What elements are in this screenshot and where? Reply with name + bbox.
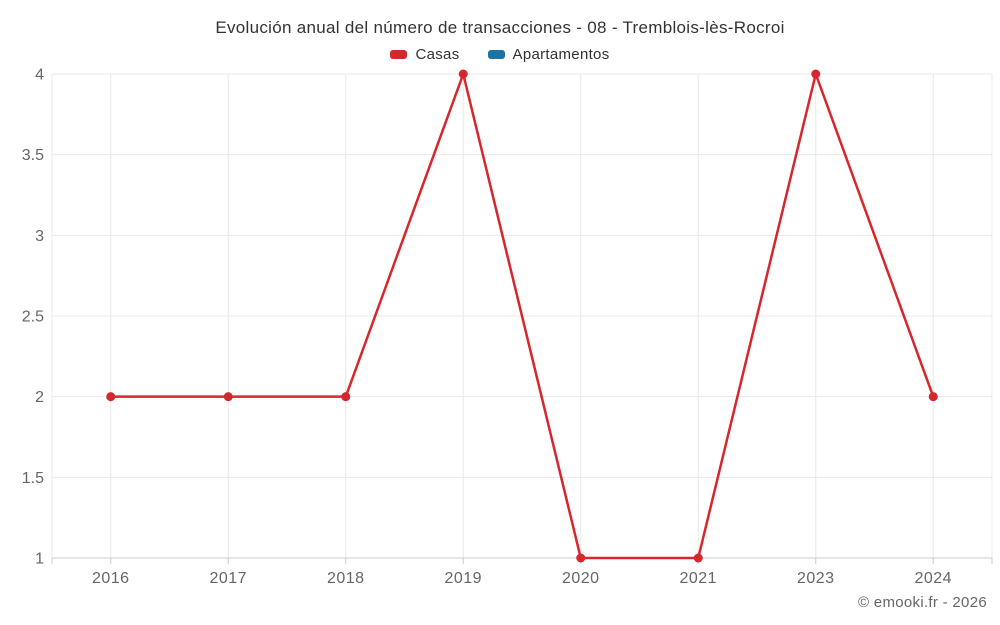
- y-tick-label: 3.5: [22, 147, 44, 164]
- casas-legend-label: Casas: [415, 46, 460, 63]
- data-point-casas: [693, 553, 703, 563]
- series-line-casas: [109, 72, 935, 560]
- data-point-casas: [928, 392, 938, 402]
- legend-item-casas[interactable]: Casas: [390, 46, 459, 63]
- y-tick-label: 2: [35, 389, 44, 406]
- legend-item-apartamentos[interactable]: Apartamentos: [487, 46, 610, 63]
- x-tick-label: 2016: [92, 570, 130, 587]
- apartamentos-legend-swatch-icon: [487, 50, 505, 59]
- data-point-casas: [106, 392, 116, 402]
- data-point-casas: [576, 553, 586, 563]
- x-tick-label: 2020: [562, 570, 600, 587]
- data-point-casas: [458, 69, 468, 79]
- data-point-casas: [341, 392, 351, 402]
- x-tick-label: 2024: [914, 570, 952, 587]
- x-tick-label: 2017: [209, 570, 247, 587]
- chart-legend: Casas Apartamentos: [0, 46, 1000, 63]
- x-tick-label: 2018: [327, 570, 365, 587]
- data-point-casas: [811, 69, 821, 79]
- x-tick-label: 2019: [444, 570, 482, 587]
- y-tick-label: 1: [35, 551, 44, 568]
- x-tick-label: 2023: [797, 570, 835, 587]
- y-tick-label: 1.5: [22, 470, 44, 487]
- apartamentos-legend-label: Apartamentos: [512, 46, 610, 63]
- copyright-text: © emooki.fr - 2026: [857, 594, 987, 611]
- y-tick-label: 3: [35, 228, 44, 245]
- chart-title: Evolución anual del número de transaccio…: [215, 18, 785, 37]
- y-tick-label: 2.5: [22, 309, 44, 326]
- casas-legend-swatch-icon: [390, 50, 408, 59]
- x-tick-label: 2021: [679, 570, 717, 587]
- data-point-casas: [223, 392, 233, 402]
- y-tick-label: 4: [35, 67, 44, 84]
